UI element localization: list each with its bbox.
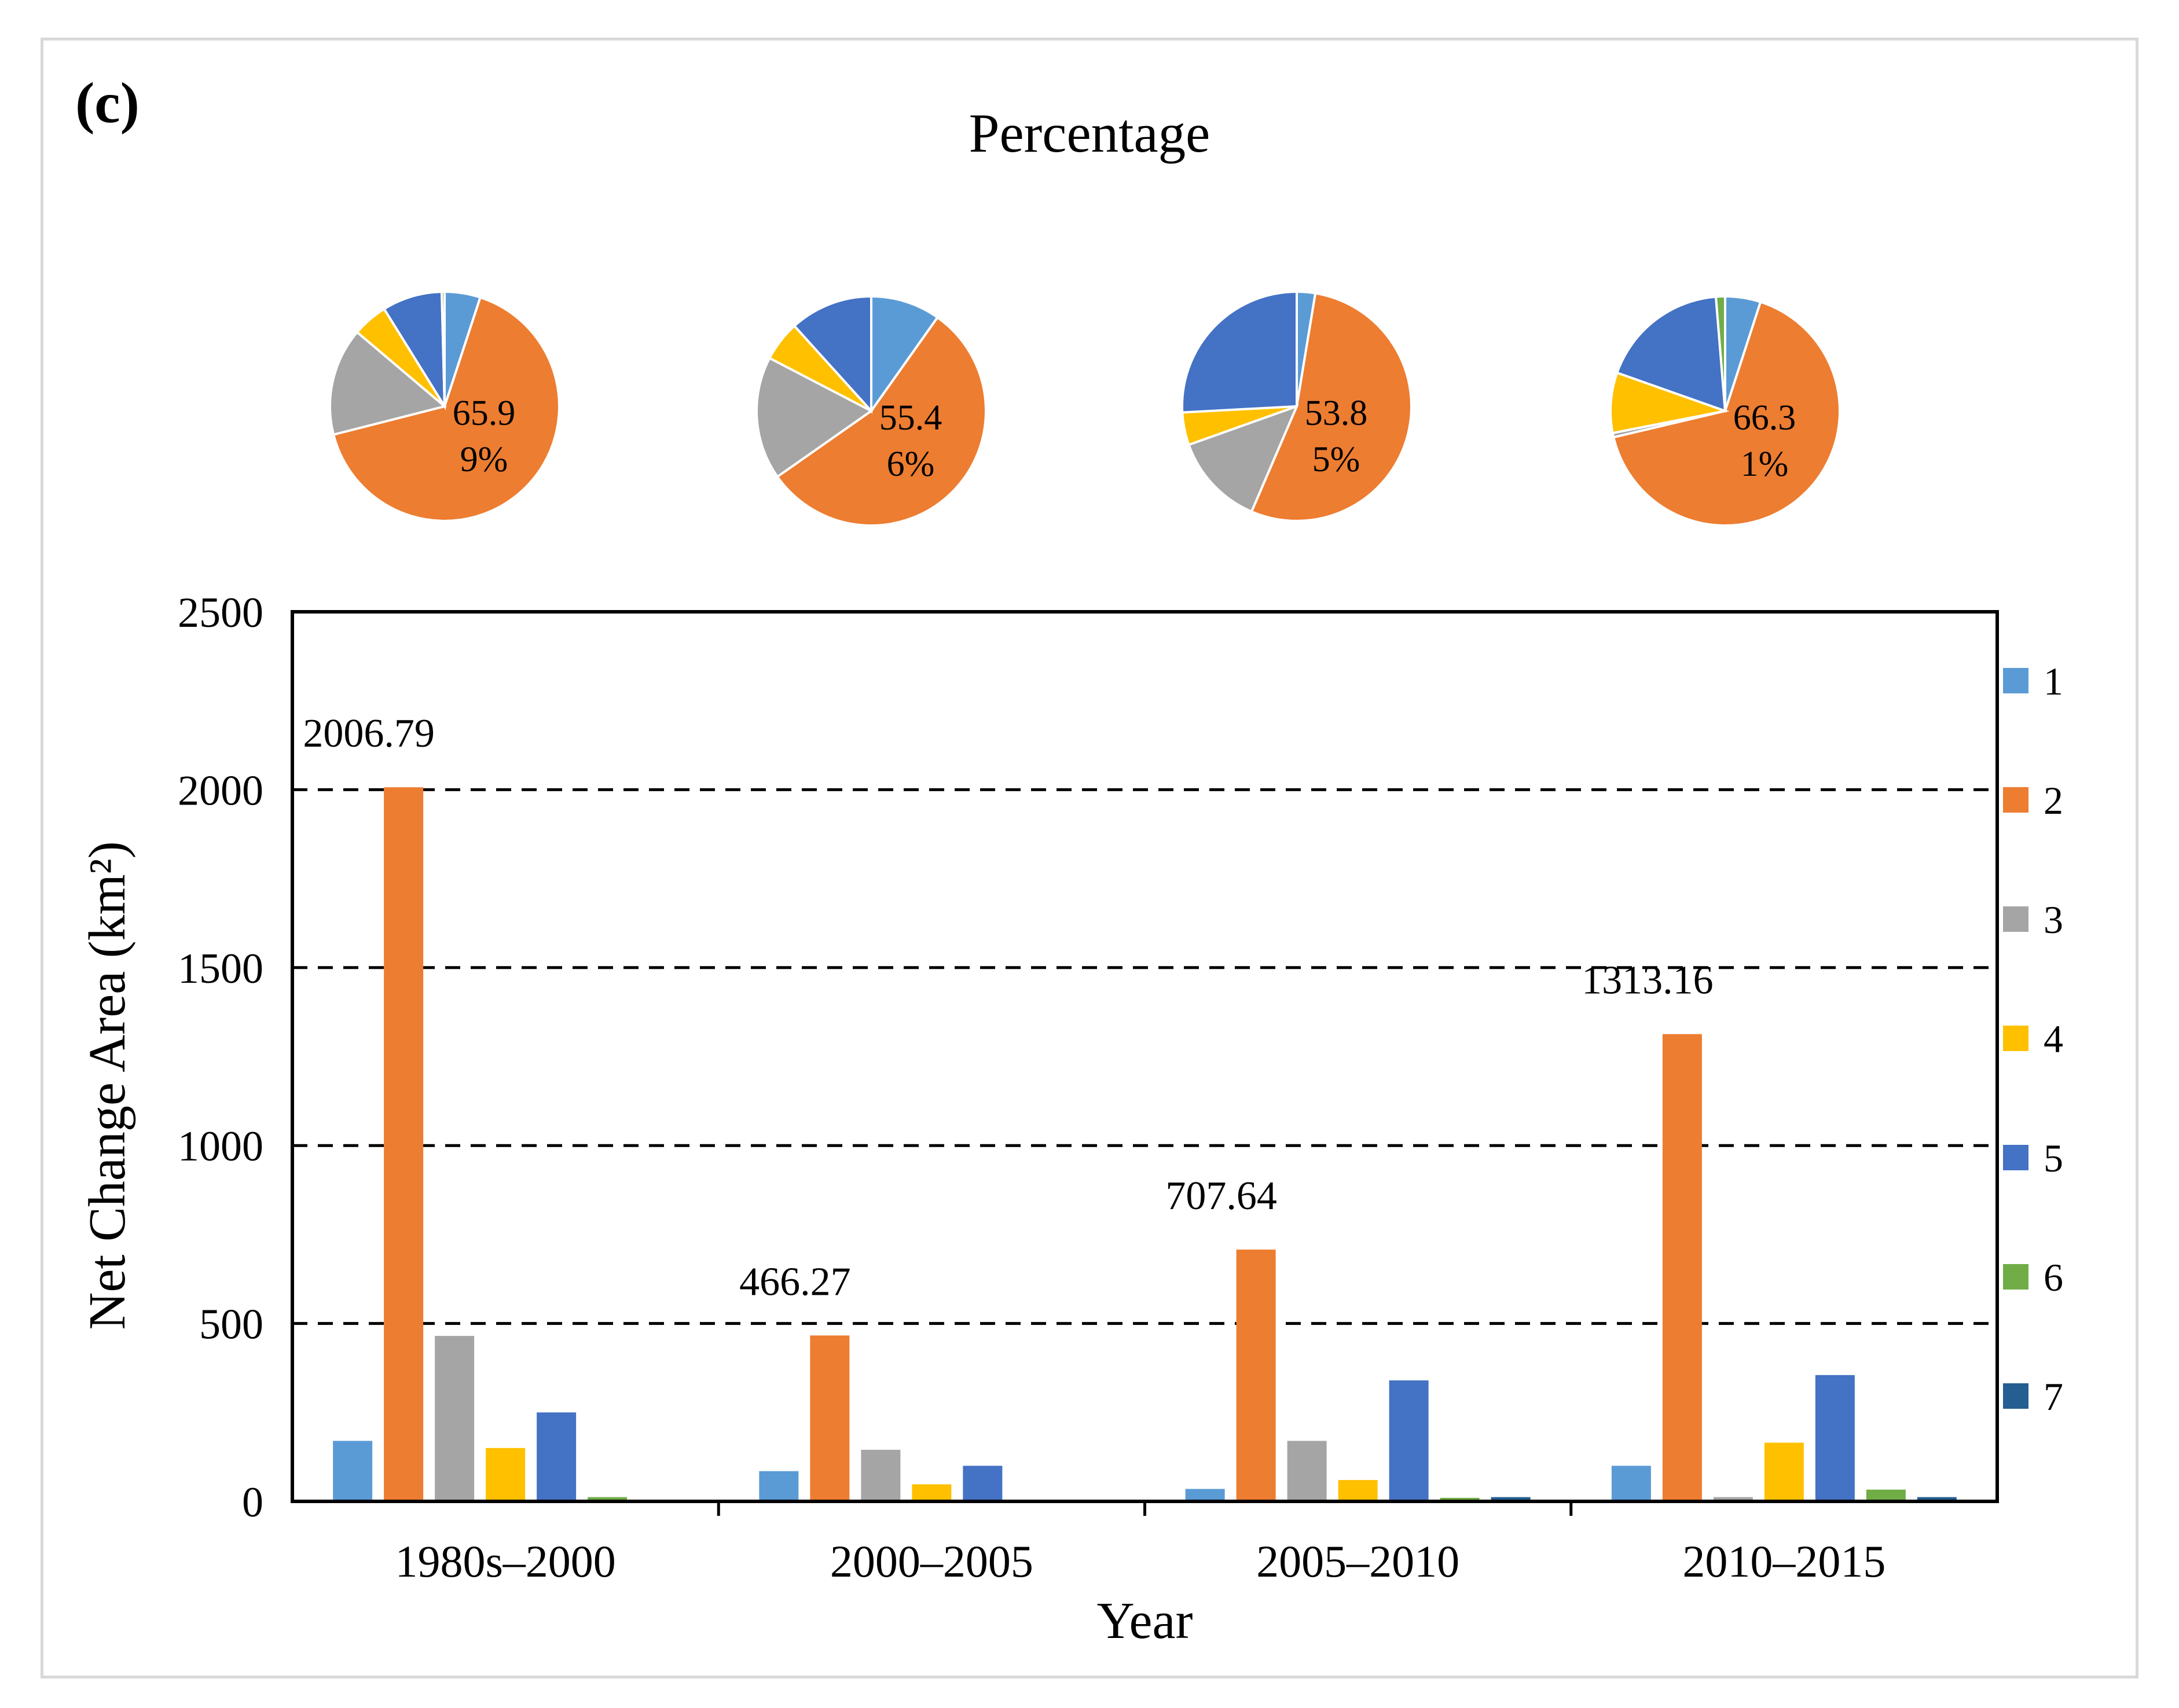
pie-slice-2 — [1612, 300, 1841, 527]
data-label: 2006.79 — [303, 711, 435, 756]
legend-swatch-1 — [2003, 668, 2028, 693]
bar-series-2 — [1236, 1249, 1276, 1501]
bar-series-3 — [1713, 1497, 1753, 1501]
pie-slice-6 — [440, 290, 446, 407]
bar-series-5 — [1389, 1380, 1429, 1501]
pie-label: 9% — [460, 440, 508, 479]
bar-series-1 — [1185, 1489, 1225, 1501]
plot-frame — [291, 610, 1999, 1503]
legend-label: 1 — [2044, 659, 2063, 703]
pie-slice-3 — [1187, 404, 1299, 513]
legend-swatch-7 — [2003, 1383, 2028, 1409]
bar-series-3 — [435, 1336, 475, 1501]
y-tick-label: 2500 — [178, 589, 263, 637]
x-tick-label: 2005–2010 — [1256, 1536, 1459, 1586]
pie-label: 65.9 — [453, 394, 516, 433]
bar-series-7 — [1491, 1497, 1531, 1501]
bar-series-1 — [1611, 1465, 1651, 1501]
bar-series-4 — [1764, 1442, 1804, 1501]
bar-series-4 — [912, 1484, 952, 1501]
bar-series-6 — [1866, 1489, 1906, 1501]
bar-series-4 — [486, 1448, 526, 1501]
data-label: 1313.16 — [1582, 958, 1714, 1003]
panel-label: (c) — [75, 71, 140, 135]
pie-label: 1% — [1741, 445, 1789, 484]
y-axis-title: Net Change Area (km²) — [79, 841, 136, 1329]
pie-label: 66.3 — [1733, 398, 1796, 438]
bar-series-6 — [588, 1497, 628, 1501]
bar-series-3 — [861, 1449, 901, 1501]
y-tick-label: 2000 — [178, 767, 263, 814]
legend-label: 4 — [2044, 1017, 2063, 1061]
pie-slice-2 — [776, 315, 987, 527]
x-tick-label: 2010–2015 — [1682, 1536, 1885, 1586]
bar-series-6 — [1440, 1497, 1480, 1501]
y-tick-label: 1500 — [178, 945, 263, 993]
legend-swatch-4 — [2003, 1026, 2028, 1051]
legend-label: 7 — [2044, 1375, 2063, 1419]
pie-slice-6 — [1714, 295, 1726, 412]
y-tick-label: 1000 — [178, 1123, 263, 1170]
legend-label: 5 — [2044, 1136, 2063, 1180]
bar-series-2 — [1662, 1034, 1702, 1501]
legend-label: 2 — [2044, 778, 2063, 822]
pie-slice-2 — [332, 296, 560, 522]
bar-series-1 — [759, 1471, 799, 1501]
data-label: 466.27 — [739, 1259, 851, 1304]
bar-series-3 — [1287, 1441, 1327, 1501]
legend-swatch-6 — [2003, 1264, 2028, 1290]
legend-swatch-3 — [2003, 906, 2028, 932]
pie-label: 53.8 — [1305, 394, 1368, 433]
bar-series-5 — [537, 1412, 577, 1501]
legend-swatch-5 — [2003, 1145, 2028, 1170]
pie-slice-4 — [1609, 371, 1730, 435]
data-label: 707.64 — [1165, 1174, 1277, 1218]
y-tick-label: 0 — [242, 1479, 263, 1526]
pie-slice-1 — [870, 295, 940, 415]
x-tick-label: 1980s–2000 — [395, 1536, 615, 1586]
pie-label: 6% — [887, 445, 935, 484]
pie-slice-5 — [382, 291, 446, 411]
bar-series-2 — [384, 787, 424, 1501]
pie-slice-5 — [1615, 295, 1727, 413]
bar-series-5 — [963, 1465, 1003, 1501]
pie-label: 5% — [1312, 440, 1360, 479]
bar-series-5 — [1815, 1375, 1855, 1501]
pie-slice-5 — [793, 295, 872, 414]
pie-slice-2 — [1250, 292, 1413, 522]
pie-slice-5 — [1181, 290, 1298, 414]
x-axis-title: Year — [1097, 1592, 1193, 1650]
legend-swatch-2 — [2003, 787, 2028, 813]
pie-label: 55.4 — [879, 398, 942, 438]
legend-label: 3 — [2044, 898, 2063, 942]
pie-slice-3 — [329, 330, 447, 436]
bar-series-1 — [333, 1441, 373, 1501]
bar-series-4 — [1338, 1480, 1378, 1501]
x-tick-label: 2000–2005 — [830, 1536, 1033, 1586]
bar-series-7 — [1917, 1497, 1957, 1501]
bar-series-2 — [810, 1335, 850, 1501]
pie-slice-3 — [755, 356, 874, 479]
pie-title: Percentage — [969, 102, 1210, 164]
figure-frame — [41, 38, 2138, 1678]
y-tick-label: 500 — [199, 1301, 263, 1349]
legend-label: 6 — [2044, 1255, 2063, 1299]
